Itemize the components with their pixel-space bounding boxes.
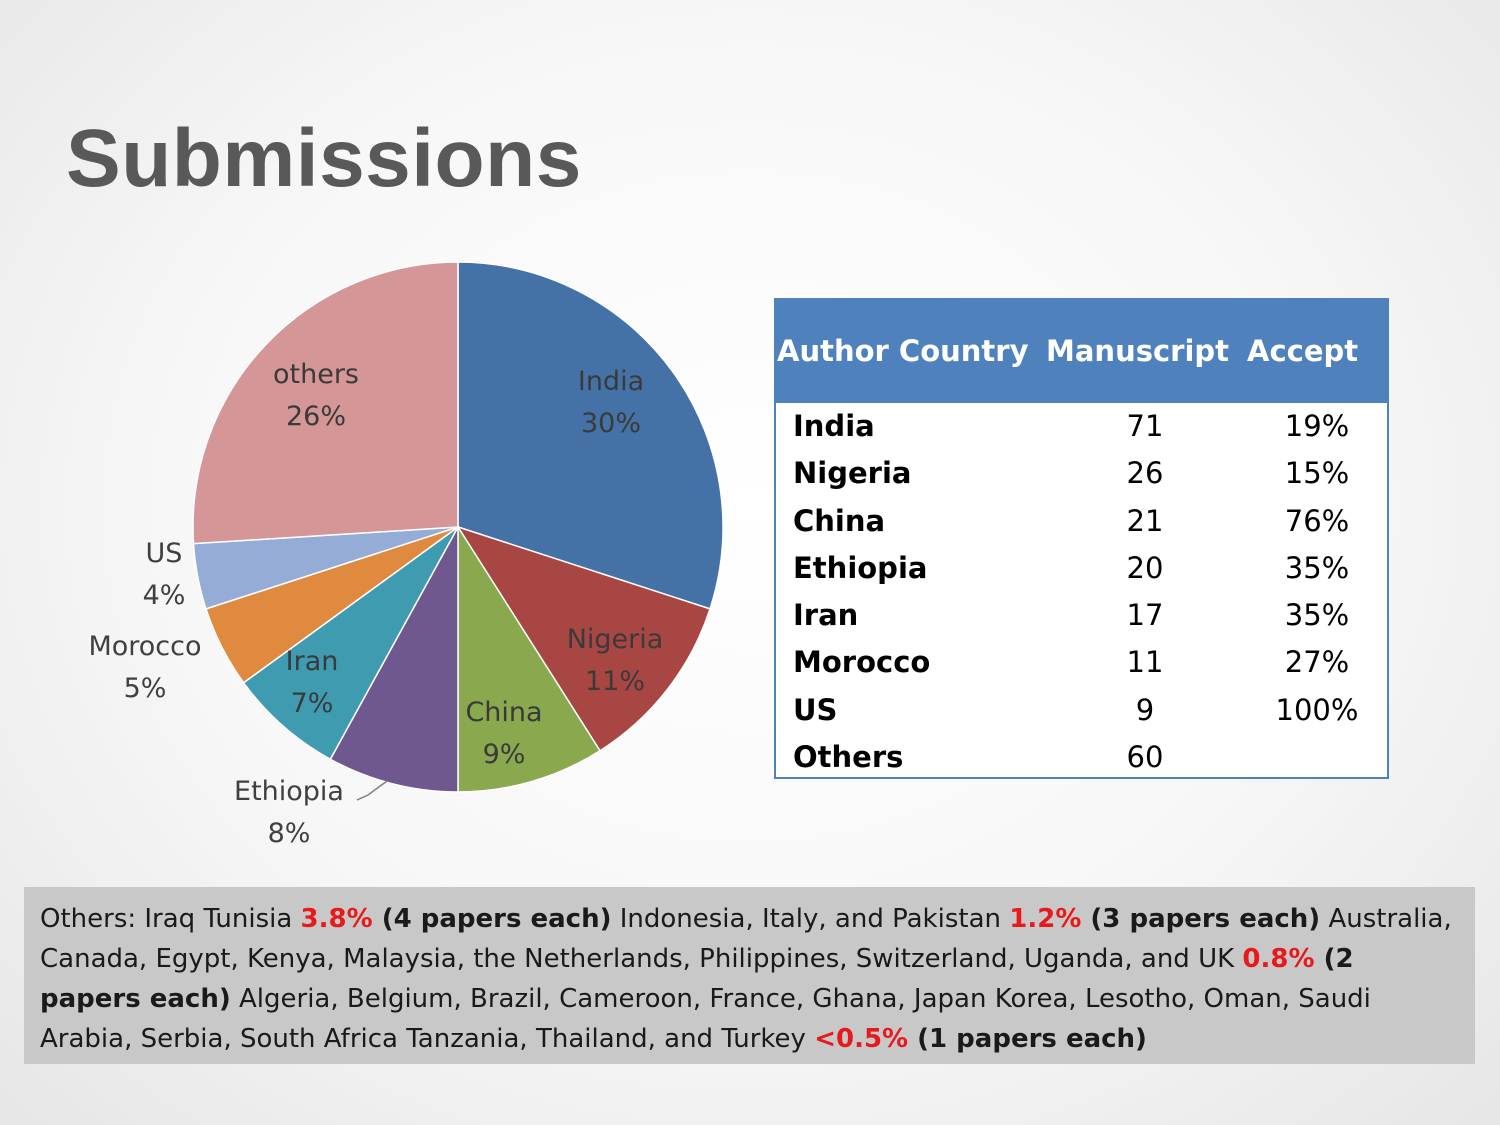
cell-country: China	[793, 503, 886, 538]
cell-accept: 35%	[1284, 598, 1350, 633]
pie-slice-nigeria	[456, 525, 711, 752]
header-manuscript: Manuscript	[1046, 334, 1230, 368]
pie-slice-ethiopia	[329, 526, 459, 793]
header-author-country: Author Country	[777, 334, 1029, 368]
cell-country: Morocco	[793, 645, 931, 680]
table-row: Others 60	[776, 740, 1387, 787]
others-percent: <0.5%	[814, 1024, 909, 1054]
pie-chart: India 30% Nigeria 11% China 9% Ethiopia 8% Iran 7…	[88, 261, 724, 849]
pie-slice-india	[457, 261, 724, 610]
table-row: Morocco 11 27%	[776, 645, 1387, 692]
others-paper-count: (2 papers each)	[40, 944, 1354, 1014]
cell-manuscript: 17	[1126, 598, 1164, 633]
others-paper-count: (4 papers each)	[372, 904, 612, 934]
pie-label-others: others 26%	[273, 359, 359, 432]
cell-manuscript: 20	[1126, 550, 1164, 585]
header-accept: Accept	[1247, 334, 1359, 368]
pie-label-nigeria: Nigeria 11%	[567, 624, 664, 697]
cell-manuscript: 71	[1126, 409, 1164, 443]
pie-slice-others	[192, 261, 459, 545]
table-row: China 21 76%	[776, 504, 1387, 551]
pie-label-iran: Iran 7%	[286, 646, 339, 719]
ethiopia-leader-line	[356, 780, 388, 801]
cell-country: India	[793, 409, 875, 443]
others-paper-count: (3 papers each)	[1081, 904, 1321, 934]
cell-manuscript: 26	[1126, 456, 1164, 491]
pie-label-india: India 30%	[578, 366, 644, 439]
country-table: Author Country Manuscript Accept India 7…	[774, 298, 1389, 779]
cell-country: US	[793, 692, 838, 727]
table-row: Iran 17 35%	[776, 598, 1387, 645]
cell-country: Ethiopia	[793, 550, 928, 585]
pie-slice-iran	[242, 526, 459, 761]
cell-country: Nigeria	[793, 456, 912, 491]
others-note: Others: Iraq Tunisia 3.8% (4 papers each…	[24, 887, 1475, 1064]
pie-label-morocco: Morocco 5%	[88, 631, 201, 704]
cell-manuscript: 11	[1126, 645, 1164, 680]
others-percent: 3.8%	[300, 904, 373, 934]
others-text: Australia, Canada, Egypt, Kenya, Malaysi…	[40, 904, 1452, 974]
cell-manuscript: 60	[1126, 740, 1164, 775]
cell-manuscript: 9	[1135, 692, 1155, 727]
others-text: Others: Iraq Tunisia	[40, 904, 301, 934]
pie-label-ethiopia: Ethiopia 8%	[234, 776, 344, 849]
table-row: Ethiopia 20 35%	[776, 551, 1387, 598]
pie-slice-china	[457, 524, 602, 793]
cell-accept: 19%	[1284, 409, 1350, 443]
cell-accept: 35%	[1284, 550, 1350, 585]
cell-accept: 100%	[1275, 692, 1359, 727]
table-body: India 71 19% Nigeria 26 15% China 21 76%…	[776, 403, 1387, 787]
others-text: Indonesia, Italy, and Pakistan	[611, 904, 1010, 934]
table-row: India 71 19%	[776, 409, 1387, 456]
others-percent: 1.2%	[1009, 904, 1082, 934]
cell-country: Iran	[793, 598, 859, 633]
others-percent: 0.8%	[1242, 944, 1315, 974]
pie-label-china: China 9%	[465, 697, 542, 770]
cell-accept: 76%	[1284, 503, 1350, 538]
cell-manuscript: 21	[1126, 503, 1164, 538]
cell-accept: 27%	[1284, 645, 1350, 680]
pie-label-us: US 4%	[143, 538, 186, 611]
table-row: Nigeria 26 15%	[776, 456, 1387, 503]
cell-accept: 15%	[1284, 456, 1350, 491]
table-row: US 9 100%	[776, 693, 1387, 740]
table-header-row: Author Country Manuscript Accept	[776, 300, 1387, 403]
slide-title: Submissions	[66, 113, 582, 204]
cell-country: Others	[793, 740, 904, 775]
others-paper-count: (1 papers each)	[908, 1024, 1147, 1054]
others-text: Algeria, Belgium, Brazil, Cameroon, Fran…	[40, 984, 1371, 1054]
